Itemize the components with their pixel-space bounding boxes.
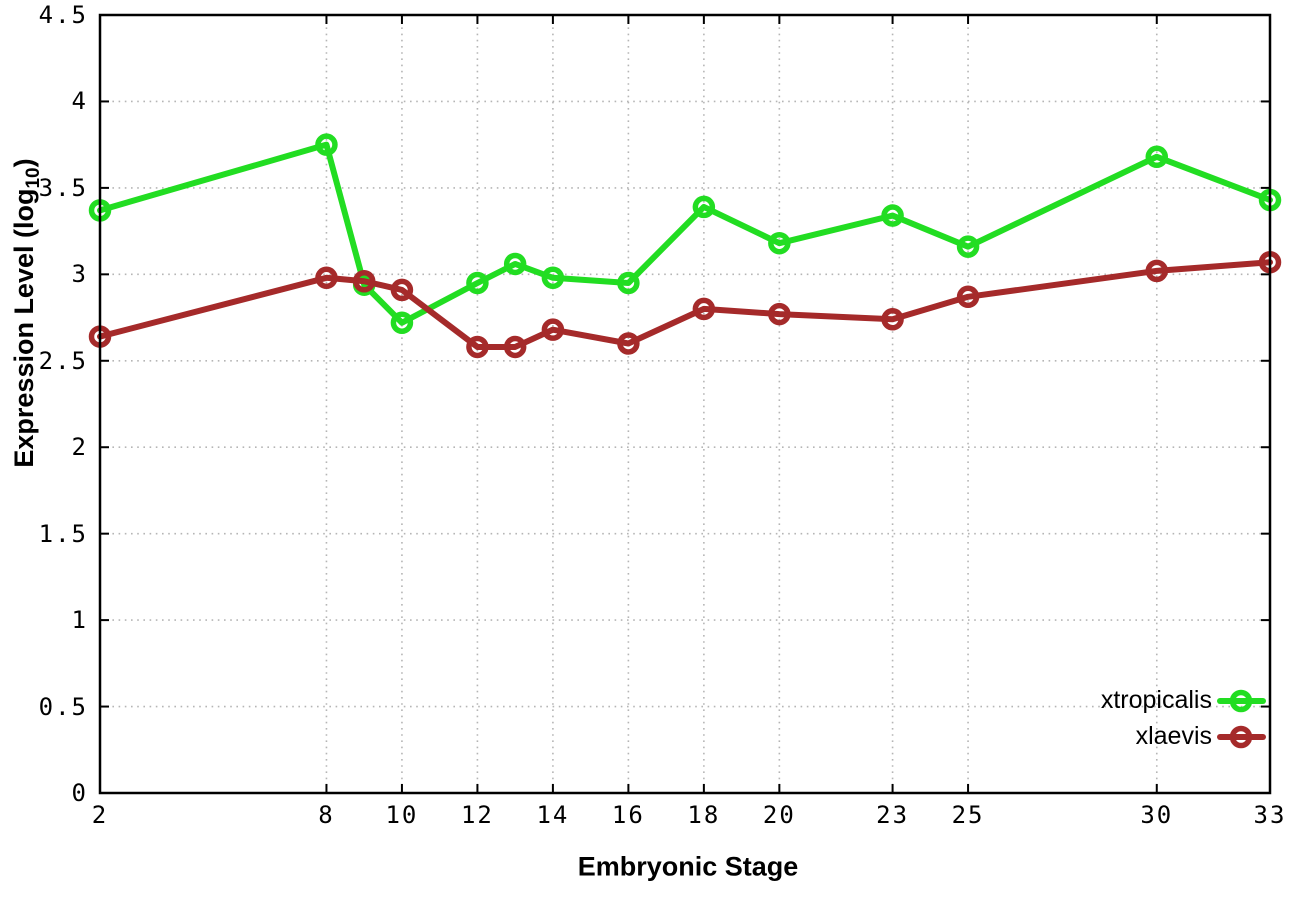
data-point-xtropicalis bbox=[503, 252, 527, 276]
y-axis-title-suffix: ) bbox=[8, 158, 39, 168]
data-point-xlaevis bbox=[768, 302, 791, 326]
y-tick-label: 1 bbox=[71, 606, 88, 635]
data-point-xtropicalis bbox=[390, 311, 414, 334]
legend-item-xtropicalis: xtropicalis bbox=[1100, 686, 1212, 714]
y-tick-label: 3.5 bbox=[38, 173, 88, 202]
series-line-xlaevis bbox=[97, 259, 1273, 350]
y-axis-title: Expression Level (log10) bbox=[9, 158, 45, 467]
data-point-xlaevis bbox=[352, 269, 376, 293]
x-tick-label: 16 bbox=[611, 801, 645, 829]
legend-item-xlaevis: xlaevis bbox=[1135, 722, 1212, 750]
data-point-xlaevis bbox=[1145, 259, 1169, 283]
y-tick-label: 1.5 bbox=[38, 519, 88, 548]
x-tick-label: 10 bbox=[385, 801, 419, 829]
data-point-xtropicalis bbox=[541, 266, 565, 290]
y-tick-label: 4 bbox=[71, 87, 88, 116]
y-tick-label: 2.5 bbox=[38, 346, 88, 375]
data-point-xtropicalis bbox=[617, 271, 640, 295]
plot-border bbox=[98, 13, 1272, 795]
y-tick-label: 0.5 bbox=[38, 692, 88, 721]
x-tick-label: 14 bbox=[536, 801, 570, 829]
x-tick-label: 33 bbox=[1253, 801, 1287, 829]
x-tick-label: 2 bbox=[91, 801, 109, 829]
data-point-xlaevis bbox=[956, 285, 980, 309]
data-point-xlaevis bbox=[541, 318, 565, 341]
data-point-xlaevis bbox=[881, 308, 904, 331]
data-point-xlaevis bbox=[692, 297, 716, 321]
series-line-xtropicalis bbox=[97, 141, 1273, 326]
x-tick-label: 12 bbox=[460, 801, 494, 829]
x-axis-title: Embryonic Stage bbox=[577, 851, 799, 882]
data-point-xlaevis bbox=[503, 335, 527, 359]
x-tick-label: 8 bbox=[318, 801, 335, 829]
y-tick-label: 0 bbox=[71, 779, 88, 807]
data-point-xlaevis bbox=[466, 335, 489, 359]
legend-sample-marker-xtropicalis bbox=[1229, 689, 1253, 713]
data-point-xlaevis bbox=[390, 278, 414, 302]
data-point-xtropicalis bbox=[466, 271, 489, 295]
data-point-xtropicalis bbox=[956, 235, 980, 258]
data-point-xtropicalis bbox=[768, 231, 791, 255]
x-tick-label: 20 bbox=[762, 801, 796, 829]
data-point-xtropicalis bbox=[315, 133, 338, 156]
y-tick-label: 4.5 bbox=[38, 1, 88, 29]
data-point-xtropicalis bbox=[881, 204, 904, 227]
data-point-xlaevis bbox=[617, 332, 640, 355]
data-point-xlaevis bbox=[315, 266, 338, 290]
x-tick-label: 30 bbox=[1140, 801, 1174, 829]
y-tick-label: 3 bbox=[71, 260, 88, 289]
x-tick-label: 25 bbox=[951, 801, 985, 829]
data-point-xtropicalis bbox=[1145, 145, 1169, 169]
y-axis-title-text: Expression Level (log bbox=[8, 188, 39, 468]
data-point-xtropicalis bbox=[692, 195, 716, 219]
x-tick-label: 18 bbox=[687, 801, 721, 829]
legend-sample-marker-xlaevis bbox=[1229, 725, 1253, 749]
y-tick-label: 2 bbox=[71, 433, 88, 462]
x-tick-label: 23 bbox=[876, 801, 910, 829]
